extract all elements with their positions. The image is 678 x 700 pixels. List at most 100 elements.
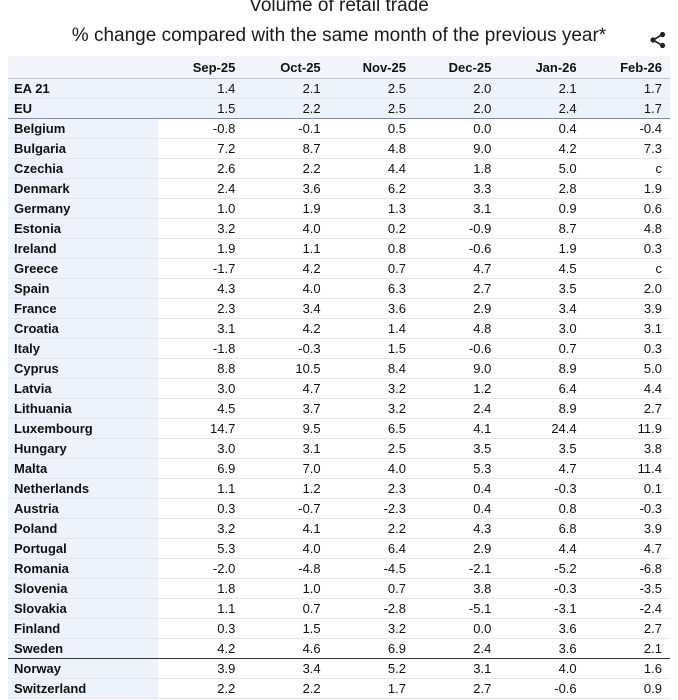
table-cell: 4.1: [413, 418, 500, 439]
table-cell: 6.3: [328, 278, 414, 299]
column-header[interactable]: Dec-25: [413, 56, 500, 79]
table-cell: -0.3: [499, 478, 585, 499]
table-cell: 3.6: [243, 178, 329, 199]
table-cell: 4.6: [243, 638, 329, 659]
table-cell: 0.7: [243, 598, 329, 619]
table-row: Luxembourg 14.7 9.5 6.5 4.1 24.4 11.9: [8, 418, 670, 439]
table-cell: 2.1: [499, 78, 585, 99]
table-cell: 3.4: [499, 298, 585, 319]
table-cell: 3.1: [243, 438, 329, 459]
table-cell: 0.0: [413, 618, 500, 639]
country-name: Luxembourg: [8, 418, 158, 439]
table-cell: 4.1: [243, 518, 329, 539]
table-cell: -2.1: [413, 558, 500, 579]
table-row: Sweden 4.2 4.6 6.9 2.4 3.6 2.1: [8, 638, 670, 659]
table-cell: -5.1: [413, 598, 500, 619]
table-row: Greece -1.7 4.2 0.7 4.7 4.5 c: [8, 258, 670, 279]
table-cell: 1.7: [584, 98, 670, 119]
column-header[interactable]: Sep-25: [158, 56, 244, 79]
column-header[interactable]: Jan-26: [499, 56, 585, 79]
table-cell: 0.1: [584, 478, 670, 499]
table-cell: 1.8: [158, 578, 244, 599]
country-name: Greece: [8, 258, 158, 279]
table-cell: 4.5: [499, 258, 585, 279]
table-cell: 0.3: [158, 618, 244, 639]
table-row: Denmark 2.4 3.6 6.2 3.3 2.8 1.9: [8, 178, 670, 199]
table-cell: -1.8: [158, 338, 244, 359]
table-cell: 2.7: [413, 678, 500, 699]
table-cell: 1.3: [328, 198, 414, 219]
country-name: France: [8, 298, 158, 319]
table-cell: 0.3: [584, 238, 670, 259]
table-cell: 3.2: [158, 518, 244, 539]
country-name: Spain: [8, 278, 158, 299]
chart-subtitle: % change compared with the same month of…: [71, 25, 607, 46]
table-cell: 3.2: [328, 618, 414, 639]
table-cell: 2.4: [499, 98, 585, 119]
share-icon[interactable]: [648, 30, 668, 50]
country-name: Norway: [8, 658, 158, 679]
table-cell: 4.2: [243, 318, 329, 339]
table-row: Estonia 3.2 4.0 0.2 -0.9 8.7 4.8: [8, 218, 670, 239]
table-row: EU 1.5 2.2 2.5 2.0 2.4 1.7: [8, 98, 670, 119]
table-cell: 4.7: [243, 378, 329, 399]
country-name: Portugal: [8, 538, 158, 559]
table-row: Spain 4.3 4.0 6.3 2.7 3.5 2.0: [8, 278, 670, 299]
country-name: Latvia: [8, 378, 158, 399]
table-cell: 9.0: [413, 358, 500, 379]
table-cell: -0.6: [413, 338, 500, 359]
table-cell: 1.9: [584, 178, 670, 199]
table-cell: 3.3: [413, 178, 500, 199]
country-name: Austria: [8, 498, 158, 519]
table-cell: 4.0: [243, 538, 329, 559]
table-cell: 5.3: [158, 538, 244, 559]
column-header[interactable]: Feb-26: [584, 56, 670, 79]
country-name: Belgium: [8, 118, 158, 139]
table-cell: -6.8: [584, 558, 670, 579]
country-name: Estonia: [8, 218, 158, 239]
country-name: EU: [8, 98, 158, 119]
table-cell: c: [584, 158, 670, 179]
table-cell: -0.1: [243, 118, 329, 139]
column-header[interactable]: Nov-25: [328, 56, 414, 79]
table-row: Germany 1.0 1.9 1.3 3.1 0.9 0.6: [8, 198, 670, 219]
table-cell: -0.3: [499, 578, 585, 599]
table-cell: 3.2: [328, 378, 414, 399]
table-cell: 7.3: [584, 138, 670, 159]
table-cell: 5.0: [499, 158, 585, 179]
table-cell: 2.5: [328, 438, 414, 459]
table-row: Portugal 5.3 4.0 6.4 2.9 4.4 4.7: [8, 538, 670, 559]
country-name: Poland: [8, 518, 158, 539]
table-cell: 9.0: [413, 138, 500, 159]
table-cell: -0.8: [158, 118, 244, 139]
table-cell: 1.9: [499, 238, 585, 259]
table-cell: 4.8: [328, 138, 414, 159]
table-row: France 2.3 3.4 3.6 2.9 3.4 3.9: [8, 298, 670, 319]
table-row: Croatia 3.1 4.2 1.4 4.8 3.0 3.1: [8, 318, 670, 339]
table-cell: 4.2: [243, 258, 329, 279]
table-cell: 3.0: [499, 318, 585, 339]
table-cell: 2.7: [584, 398, 670, 419]
table-cell: 11.4: [584, 458, 670, 479]
table-cell: c: [584, 258, 670, 279]
table-cell: 0.3: [584, 338, 670, 359]
table-cell: 2.2: [158, 678, 244, 699]
country-name: Ireland: [8, 238, 158, 259]
table-cell: 6.5: [328, 418, 414, 439]
table-cell: -2.8: [328, 598, 414, 619]
table-row: Ireland 1.9 1.1 0.8 -0.6 1.9 0.3: [8, 238, 670, 259]
table-cell: 4.0: [243, 218, 329, 239]
table-cell: 2.3: [158, 298, 244, 319]
table-cell: 6.4: [499, 378, 585, 399]
table-cell: 2.4: [413, 398, 500, 419]
table-cell: 3.5: [499, 438, 585, 459]
country-name: Cyprus: [8, 358, 158, 379]
country-name: Romania: [8, 558, 158, 579]
table-cell: 4.3: [158, 278, 244, 299]
table-cell: 1.9: [243, 198, 329, 219]
column-header[interactable]: Oct-25: [243, 56, 329, 79]
table-cell: 0.7: [499, 338, 585, 359]
table-cell: 0.6: [584, 198, 670, 219]
table-cell: 3.8: [413, 578, 500, 599]
table-cell: 2.7: [413, 278, 500, 299]
